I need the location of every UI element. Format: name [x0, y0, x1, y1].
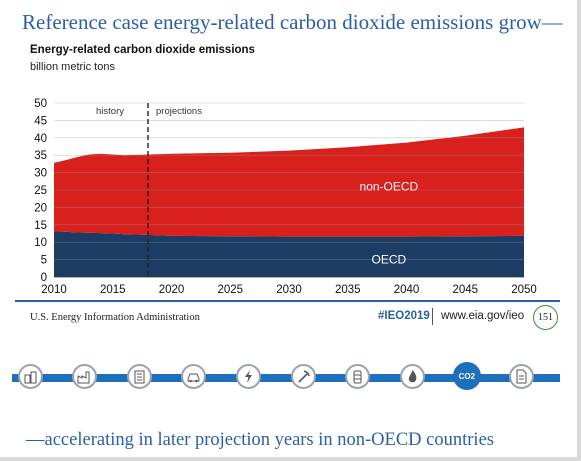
- timeline-node-document[interactable]: [508, 364, 534, 389]
- co2-icon: CO2: [458, 371, 476, 381]
- timeline-bar: [12, 374, 560, 382]
- y-tick-label-5: 5: [41, 255, 47, 267]
- y-tick-label-0: 0: [41, 272, 47, 284]
- x-tick-label-2050: 2050: [511, 284, 537, 296]
- industry-icon: [77, 371, 90, 384]
- history-label: history: [96, 106, 124, 117]
- document-icon: [516, 369, 527, 384]
- timeline-node-buildings[interactable]: [17, 364, 43, 389]
- page-number: 151: [533, 305, 558, 330]
- slide-title: Reference case energy-related carbon dio…: [22, 10, 563, 34]
- area-series-non-oecd: [54, 127, 524, 237]
- office-icon: [134, 370, 145, 384]
- chart-subtitle: billion metric tons: [30, 61, 115, 73]
- x-tick-label-2025: 2025: [217, 284, 243, 296]
- timeline-node-co2[interactable]: CO2: [452, 362, 481, 390]
- y-tick-label-35: 35: [34, 150, 47, 162]
- timeline-node-industry[interactable]: [72, 364, 98, 389]
- timeline-node-oil-barrel[interactable]: [345, 364, 371, 389]
- x-tick-label-2040: 2040: [394, 284, 420, 296]
- chart-title: Energy-related carbon dioxide emissions: [30, 44, 255, 56]
- mining-tools-icon: [297, 370, 310, 383]
- x-tick-label-2035: 2035: [335, 284, 361, 296]
- x-tick-label-2045: 2045: [452, 284, 478, 296]
- timeline-node-mining-tools[interactable]: [290, 364, 316, 389]
- slide-bottom-text: —accelerating in later projection years …: [26, 430, 494, 450]
- area-series-oecd: [54, 231, 524, 277]
- y-tick-label-50: 50: [34, 98, 47, 110]
- y-tick-label-40: 40: [34, 133, 47, 145]
- y-tick-label-20: 20: [34, 202, 47, 214]
- y-tick-label-15: 15: [34, 220, 47, 232]
- y-tick-label-10: 10: [34, 237, 47, 249]
- x-tick-label-2015: 2015: [100, 284, 126, 296]
- timeline-node-electricity[interactable]: [235, 364, 261, 389]
- timeline-node-natural-gas-flame[interactable]: [399, 364, 425, 389]
- oil-barrel-icon: [353, 370, 362, 384]
- timeline-node-office[interactable]: [126, 364, 152, 389]
- y-tick-label-25: 25: [34, 185, 47, 197]
- footer-organization: U.S. Energy Information Administration: [30, 312, 200, 323]
- non-oecd-area-label: non-OECD: [360, 180, 419, 194]
- timeline-node-car[interactable]: [181, 364, 207, 389]
- y-tick-label-45: 45: [34, 115, 47, 127]
- footer-rule: [15, 300, 560, 302]
- oecd-area-label: OECD: [372, 253, 407, 267]
- projections-label: projections: [156, 106, 202, 117]
- x-tick-label-2030: 2030: [276, 284, 302, 296]
- x-tick-label-2020: 2020: [159, 284, 185, 296]
- buildings-icon: [24, 371, 36, 384]
- footer-url-link[interactable]: www.eia.gov/ieo: [441, 310, 525, 322]
- footer-separator: [432, 308, 433, 325]
- footer-hashtag[interactable]: #IEO2019: [378, 310, 430, 322]
- x-tick-label-2010: 2010: [41, 284, 67, 296]
- y-tick-label-30: 30: [34, 168, 47, 180]
- electricity-icon: [244, 370, 252, 383]
- car-icon: [187, 373, 200, 383]
- natural-gas-flame-icon: [408, 370, 417, 383]
